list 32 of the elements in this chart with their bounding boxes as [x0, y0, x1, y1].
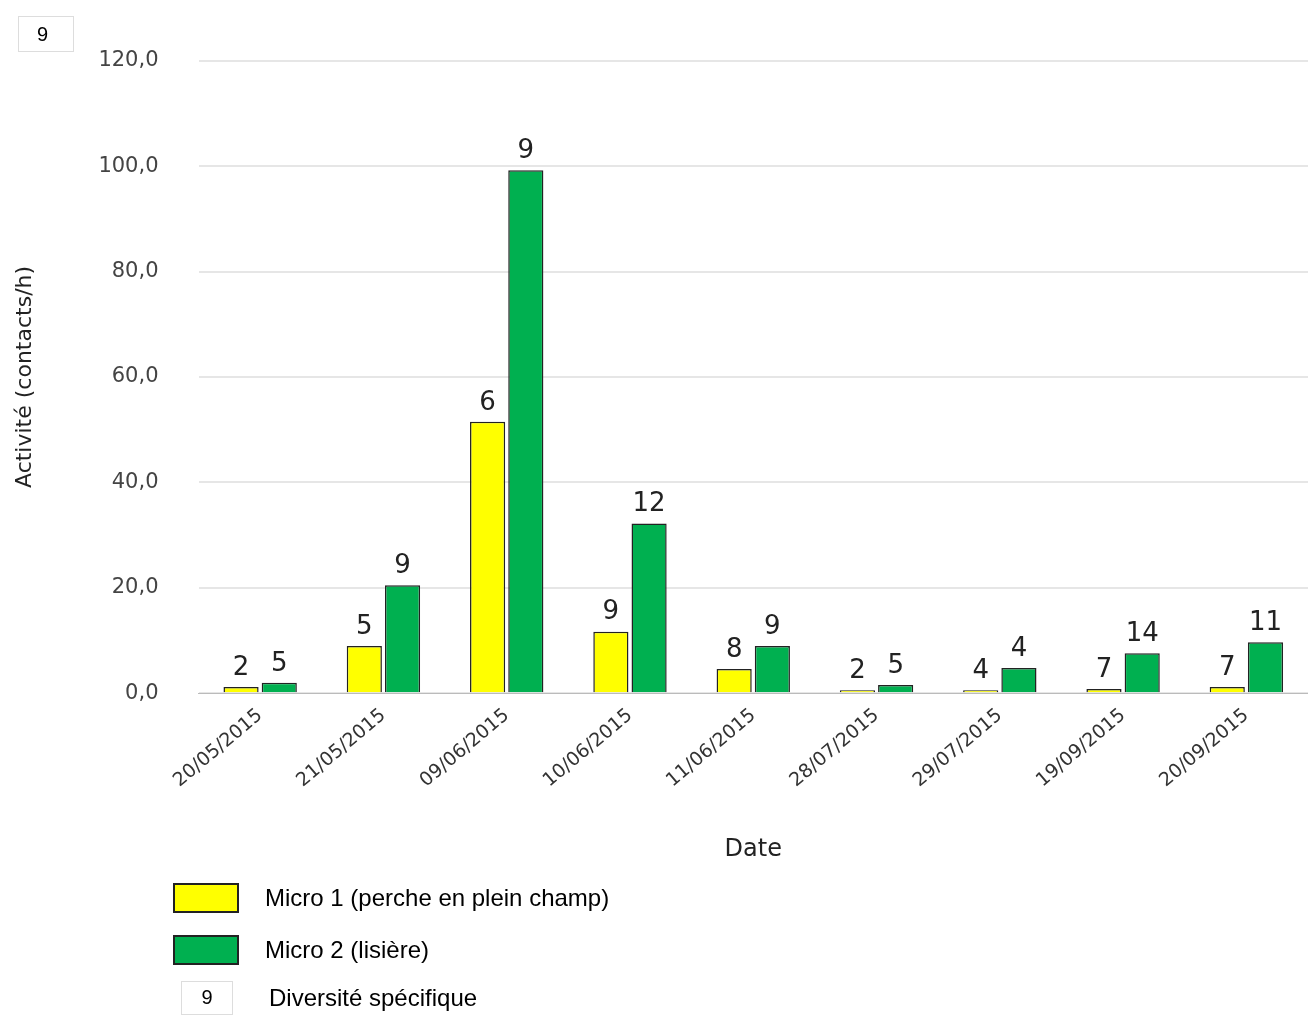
annotation: 5: [356, 609, 373, 640]
legend-label: Micro 2 (lisière): [265, 936, 430, 964]
x-axis-title: Date: [724, 833, 782, 862]
annotation: 2: [849, 653, 866, 684]
y-tick-label: 40,0: [111, 468, 159, 493]
text: Diversité spécifique: [269, 984, 478, 1012]
y-axis-title: Activité (contacts/h): [10, 265, 36, 489]
y-tick-label: 120,0: [98, 47, 159, 72]
annotation: 7: [1218, 650, 1236, 681]
y-tick-label: 20,0: [111, 574, 159, 599]
number-box: 9: [18, 16, 74, 52]
y-tick-label: 100,0: [98, 152, 159, 177]
annotation: 9: [602, 595, 620, 626]
annotation: 8: [725, 632, 743, 663]
y-tick-label: 60,0: [111, 363, 159, 388]
y-tick-label: 0,0: [125, 679, 159, 704]
annotation: 2: [232, 650, 250, 681]
annotation: 11: [1248, 605, 1283, 636]
annotation: 7: [1095, 652, 1113, 683]
y-tick-label: 80,0: [111, 257, 159, 282]
annotation: 14: [1125, 617, 1159, 648]
legend-label: Micro 1 (perche en plein champ): [265, 884, 610, 912]
annotation: 5: [887, 648, 904, 679]
annotation: 4: [1010, 631, 1028, 662]
annotation: 6: [479, 385, 496, 416]
annotation: 12: [632, 487, 666, 518]
annotation: 9: [764, 609, 781, 640]
annotation: 9: [517, 134, 535, 165]
annotation: 9: [394, 549, 411, 579]
annotation: 4: [972, 653, 989, 684]
number-box: 9: [181, 981, 233, 1015]
annotation: 5: [270, 646, 288, 677]
